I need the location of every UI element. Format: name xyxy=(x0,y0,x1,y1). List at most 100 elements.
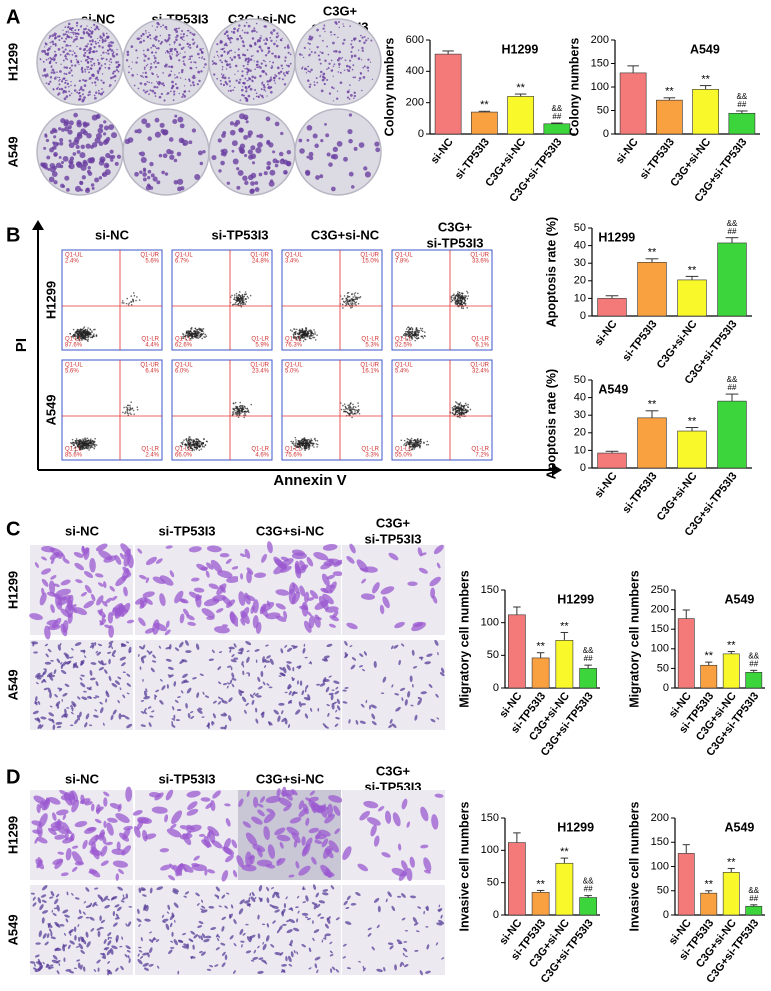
event-dot xyxy=(123,302,125,304)
colony xyxy=(90,61,92,63)
colony xyxy=(100,93,103,96)
colony xyxy=(242,82,244,84)
colony xyxy=(65,44,68,47)
colony xyxy=(174,43,175,44)
colony xyxy=(215,63,217,65)
event-dot xyxy=(452,295,454,297)
event-dot xyxy=(197,439,199,441)
colony xyxy=(345,59,347,61)
colony xyxy=(232,140,238,146)
event-dot xyxy=(404,440,406,442)
colony xyxy=(359,142,365,148)
event-dot xyxy=(95,335,97,337)
colony xyxy=(252,37,255,40)
colony xyxy=(99,35,101,37)
event-dot xyxy=(194,335,196,337)
event-dot xyxy=(129,405,131,407)
event-dot xyxy=(193,449,195,451)
colony xyxy=(218,138,222,142)
colony xyxy=(73,152,77,156)
colony xyxy=(155,132,161,138)
colony xyxy=(246,71,248,73)
colony xyxy=(106,40,107,41)
event-dot xyxy=(411,440,413,442)
colony xyxy=(244,78,246,80)
colony xyxy=(93,24,95,26)
colony xyxy=(349,66,351,68)
event-dot xyxy=(424,331,426,333)
colony xyxy=(67,129,72,134)
colony xyxy=(328,54,330,56)
colony xyxy=(68,159,73,164)
event-dot xyxy=(467,292,469,294)
colony xyxy=(70,67,72,69)
colony xyxy=(131,74,134,77)
event-dot xyxy=(231,295,233,297)
event-dot xyxy=(94,329,96,331)
event-dot xyxy=(182,441,184,443)
colony xyxy=(266,140,270,144)
event-dot xyxy=(317,440,319,442)
event-dot xyxy=(72,439,74,441)
colony xyxy=(353,98,354,99)
colony xyxy=(102,39,105,42)
colony xyxy=(94,97,97,100)
event-dot xyxy=(454,408,456,410)
colony xyxy=(166,149,171,154)
colony xyxy=(64,78,66,80)
event-dot xyxy=(195,332,197,334)
event-dot xyxy=(303,438,305,440)
event-dot xyxy=(305,330,307,332)
colony xyxy=(156,62,158,64)
colony xyxy=(87,170,91,174)
colony xyxy=(332,42,335,45)
event-dot xyxy=(248,411,250,413)
colony xyxy=(104,38,106,40)
event-dot xyxy=(308,336,310,338)
event-dot xyxy=(244,406,246,408)
event-dot xyxy=(74,334,76,336)
colony xyxy=(148,170,152,174)
event-dot xyxy=(303,336,305,338)
colony xyxy=(227,35,229,37)
colony xyxy=(143,89,145,91)
colony xyxy=(253,27,255,29)
event-dot xyxy=(242,296,244,298)
colony xyxy=(141,157,147,163)
colony xyxy=(112,76,114,78)
event-dot xyxy=(239,407,241,409)
colony xyxy=(361,90,363,92)
event-dot xyxy=(72,443,74,445)
colony xyxy=(85,71,87,73)
colony xyxy=(365,171,371,177)
colony xyxy=(180,77,181,78)
colony xyxy=(78,29,80,31)
colony xyxy=(178,27,180,29)
colony xyxy=(99,68,101,70)
colony xyxy=(53,135,56,138)
colony xyxy=(174,180,179,185)
colony xyxy=(346,65,349,68)
colony xyxy=(202,150,205,153)
colony xyxy=(298,139,302,143)
colony xyxy=(106,137,110,141)
colony xyxy=(91,30,93,32)
colony xyxy=(50,60,52,62)
event-dot xyxy=(73,442,75,444)
colony xyxy=(176,54,178,56)
cell xyxy=(407,581,417,586)
colony xyxy=(309,71,311,73)
colony xyxy=(43,166,46,169)
colony xyxy=(152,73,154,75)
event-dot xyxy=(303,334,305,336)
colony xyxy=(265,91,266,92)
colony xyxy=(135,61,137,63)
colony xyxy=(77,133,83,139)
event-dot xyxy=(199,335,201,337)
event-dot xyxy=(416,328,418,330)
event-dot xyxy=(351,412,353,414)
colony xyxy=(162,24,164,26)
colony xyxy=(229,50,231,52)
colony xyxy=(52,88,54,90)
colony xyxy=(78,64,79,65)
